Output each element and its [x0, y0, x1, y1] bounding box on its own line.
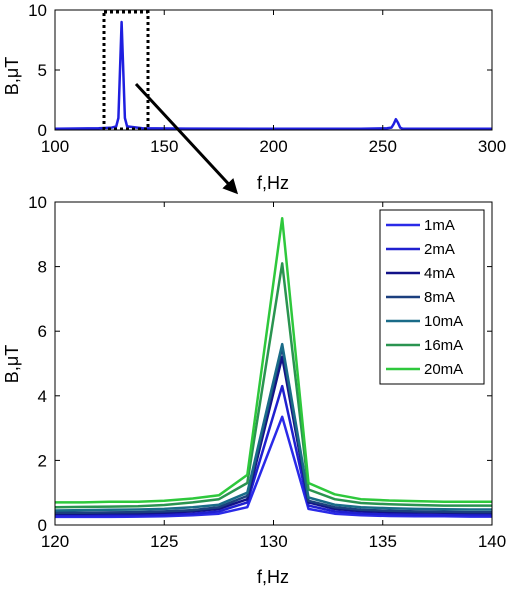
overview-chart: 100 150 200 250 300 0 5 10 B,μT f,Hz — [2, 1, 506, 195]
zoom-arrow — [134, 82, 239, 195]
overview-ticks-layer: 100 150 200 250 300 0 5 10 — [28, 1, 506, 156]
zoom-ticks-layer: 120 125 130 135 140 0 2 4 6 8 10 — [28, 193, 506, 551]
legend-label: 4mA — [424, 265, 455, 282]
zoom-y-tick-label: 8 — [38, 258, 47, 277]
zoom-x-axis-label: f,Hz — [257, 567, 289, 587]
zoom-x-tick-label: 130 — [259, 532, 287, 551]
zoom-y-tick-label: 6 — [38, 322, 47, 341]
overview-x-tick-label: 100 — [41, 137, 69, 156]
zoom-series-line-10mA — [54, 342, 492, 512]
zoom-y-tick-label: 10 — [28, 193, 47, 212]
zoom-x-tick-label: 120 — [41, 532, 69, 551]
zoom-y-axis-label: B,μT — [2, 345, 22, 383]
legend-label: 8mA — [424, 289, 455, 306]
zoom-series-line-1mA — [55, 415, 492, 519]
legend-label: 2mA — [424, 241, 455, 258]
zoom-y-tick-label: 0 — [38, 516, 47, 535]
overview-x-tick-label: 150 — [150, 137, 178, 156]
zoom-series-line-2mA — [55, 384, 493, 517]
legend-label: 1mA — [424, 217, 455, 234]
overview-y-axis-label: B,μT — [2, 57, 22, 95]
overview-series-layer — [54, 20, 492, 131]
overview-x-tick-label: 300 — [478, 137, 506, 156]
overview-x-tick-label: 200 — [259, 137, 287, 156]
overview-series-line-0 — [54, 20, 492, 131]
zoom-x-tick-label: 140 — [478, 532, 506, 551]
zoom-x-tick-label: 125 — [150, 532, 178, 551]
overview-x-tick-label: 250 — [369, 137, 397, 156]
overview-y-tick-label: 10 — [28, 1, 47, 20]
overview-x-axis-label: f,Hz — [257, 173, 289, 193]
zoom-series-layer — [54, 216, 493, 519]
overview-y-tick-label: 0 — [38, 121, 47, 140]
zoom-y-tick-label: 2 — [38, 451, 47, 470]
legend-label: 20mA — [424, 361, 463, 378]
overview-zoom-box — [102, 10, 150, 131]
zoom-legend: 1mA 2mA 4mA 8mA 10mA 16mA 20mA — [379, 209, 485, 385]
legend-label: 16mA — [424, 337, 463, 354]
zoom-y-tick-label: 4 — [38, 387, 47, 406]
overview-y-tick-label: 5 — [38, 61, 47, 80]
legend-label: 10mA — [424, 313, 463, 330]
zoom-series-line-20mA — [55, 216, 492, 504]
zoom-series-line-16mA — [54, 262, 492, 509]
zoom-x-tick-label: 135 — [369, 532, 397, 551]
